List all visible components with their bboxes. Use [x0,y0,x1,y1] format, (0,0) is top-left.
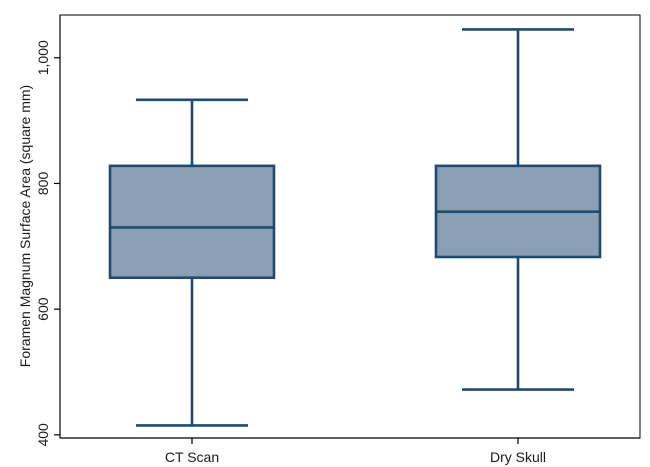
y-tick-label: 600 [35,297,51,321]
x-tick-label: CT Scan [165,449,219,465]
x-tick-label: Dry Skull [490,449,546,465]
x-axis-ticks: CT Scan Dry Skull [165,438,546,465]
y-tick-label: 800 [35,172,51,196]
y-axis-ticks: 400 600 800 1,000 [35,40,60,447]
y-tick-label: 1,000 [35,40,51,75]
y-tick-label: 400 [35,423,51,447]
boxes-group [108,28,602,427]
y-axis-title: Foramen Magnum Surface Area (square mm) [17,85,33,367]
interquartile-box [108,164,276,280]
box-dry-skull [434,28,602,391]
box-ct-scan [108,98,276,427]
